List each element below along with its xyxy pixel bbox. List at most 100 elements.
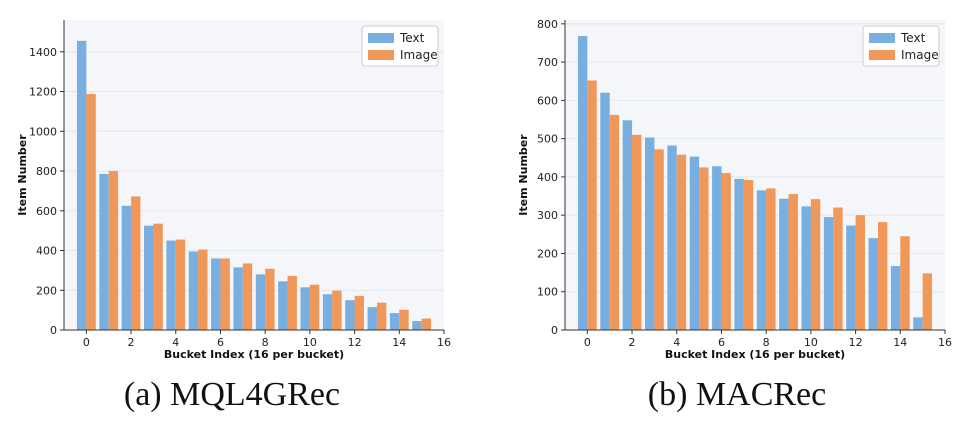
bar-text-0 <box>577 36 588 331</box>
bar-text-2 <box>622 120 633 330</box>
y-tick-label: 1000 <box>29 125 57 138</box>
bar-text-0 <box>76 40 87 330</box>
bar-image-9 <box>287 275 297 330</box>
bar-image-1 <box>609 114 620 331</box>
x-tick-label: 2 <box>128 336 135 349</box>
bar-text-10 <box>300 287 310 330</box>
bar-text-5 <box>188 251 199 330</box>
x-tick-label: 4 <box>673 336 680 349</box>
bar-image-15 <box>922 273 933 330</box>
legend-swatch-image <box>869 50 895 60</box>
bar-image-6 <box>721 173 731 330</box>
tick-labels: 0 100 200 300 400 500 600 700 800 0 2 4 6 8 10 12 14 16 <box>537 18 952 349</box>
bar-image-14 <box>900 236 910 330</box>
bar-image-10 <box>810 199 821 330</box>
y-tick-label: 400 <box>36 245 57 258</box>
bar-image-5 <box>198 249 208 330</box>
bar-text-10 <box>801 206 811 330</box>
axes <box>564 20 945 331</box>
bar-image-4 <box>175 239 186 330</box>
bar-text-1 <box>99 174 109 330</box>
bar-text-8 <box>756 190 767 330</box>
bar-text-11 <box>823 217 834 330</box>
bar-text-9 <box>278 281 288 330</box>
x-tick-label: 16 <box>938 336 952 349</box>
bar-text-11 <box>322 294 333 330</box>
legend-label-image: Image <box>400 48 438 62</box>
y-tick-label: 1200 <box>29 86 57 99</box>
y-tick-label: 200 <box>537 247 558 260</box>
y-tick-label: 800 <box>537 18 558 31</box>
bar-text-4 <box>166 240 176 330</box>
y-tick-label: 400 <box>537 171 558 184</box>
caption: (b) MACRec <box>648 376 826 413</box>
bars <box>577 36 933 331</box>
bar-text-14 <box>890 266 901 330</box>
x-tick-label: 6 <box>718 336 725 349</box>
y-tick-label: 200 <box>36 284 57 297</box>
chart-panel-macrec: 0 100 200 300 400 500 600 700 800 0 2 4 6 8 10 12 14 16 I… <box>517 18 952 413</box>
x-tick-label: 4 <box>172 336 179 349</box>
bar-image-7 <box>242 263 253 330</box>
y-tick-label: 700 <box>537 56 558 69</box>
bar-image-0 <box>587 80 597 330</box>
bar-text-7 <box>734 178 744 330</box>
x-tick-label: 10 <box>303 336 317 349</box>
y-axis-label: Item Number <box>16 134 29 216</box>
x-axis-label: Bucket Index (16 per bucket) <box>164 348 344 361</box>
x-tick-label: 10 <box>804 336 818 349</box>
x-tick-label: 0 <box>584 336 591 349</box>
y-tick-label: 800 <box>36 165 57 178</box>
chart-panel-mql4grec: 0 200 400 600 800 1000 1200 1400 0 2 4 6 8 10 12 14 16 I… <box>16 20 451 413</box>
bar-image-2 <box>131 196 141 330</box>
bar-text-7 <box>233 267 243 330</box>
legend-swatch-image <box>368 50 394 60</box>
bar-image-11 <box>833 207 843 330</box>
bar-text-12 <box>846 225 856 330</box>
legend-label-text: Text <box>399 31 425 45</box>
legend-swatch-text <box>368 33 394 43</box>
x-tick-label: 12 <box>348 336 362 349</box>
bar-image-8 <box>265 268 275 330</box>
bar-image-10 <box>309 284 320 330</box>
bar-image-11 <box>332 290 342 330</box>
bar-image-13 <box>376 302 387 330</box>
bar-text-3 <box>144 225 154 330</box>
bar-text-8 <box>255 274 266 330</box>
bar-text-1 <box>600 92 610 330</box>
y-tick-label: 100 <box>537 286 558 299</box>
bar-text-13 <box>367 307 377 330</box>
legend-label-image: Image <box>901 48 939 62</box>
bar-text-6 <box>712 166 722 330</box>
bar-image-0 <box>86 93 96 330</box>
x-tick-label: 6 <box>217 336 224 349</box>
bar-image-4 <box>676 154 687 330</box>
y-tick-label: 0 <box>551 324 558 337</box>
y-tick-label: 600 <box>36 205 57 218</box>
bar-image-12 <box>855 215 865 330</box>
x-tick-label: 12 <box>849 336 863 349</box>
legend-label-text: Text <box>900 31 926 45</box>
legend: Text Image <box>862 25 940 67</box>
x-tick-label: 8 <box>763 336 770 349</box>
y-tick-label: 500 <box>537 133 558 146</box>
x-tick-label: 14 <box>392 336 406 349</box>
bar-text-14 <box>389 313 400 330</box>
bar-image-2 <box>632 134 642 330</box>
bar-text-2 <box>121 205 132 330</box>
legend-swatch-text <box>869 33 895 43</box>
bar-text-15 <box>412 321 422 330</box>
bar-image-12 <box>354 295 364 330</box>
bar-image-14 <box>399 309 409 330</box>
x-tick-label: 8 <box>262 336 269 349</box>
y-tick-label: 600 <box>537 94 558 107</box>
bar-image-1 <box>108 171 119 330</box>
x-tick-label: 2 <box>629 336 636 349</box>
bar-text-15 <box>913 317 923 330</box>
y-tick-label: 0 <box>50 324 57 337</box>
y-axis-label: Item Number <box>517 134 530 216</box>
x-tick-label: 0 <box>83 336 90 349</box>
bar-text-3 <box>645 137 655 330</box>
bar-text-6 <box>211 258 221 330</box>
